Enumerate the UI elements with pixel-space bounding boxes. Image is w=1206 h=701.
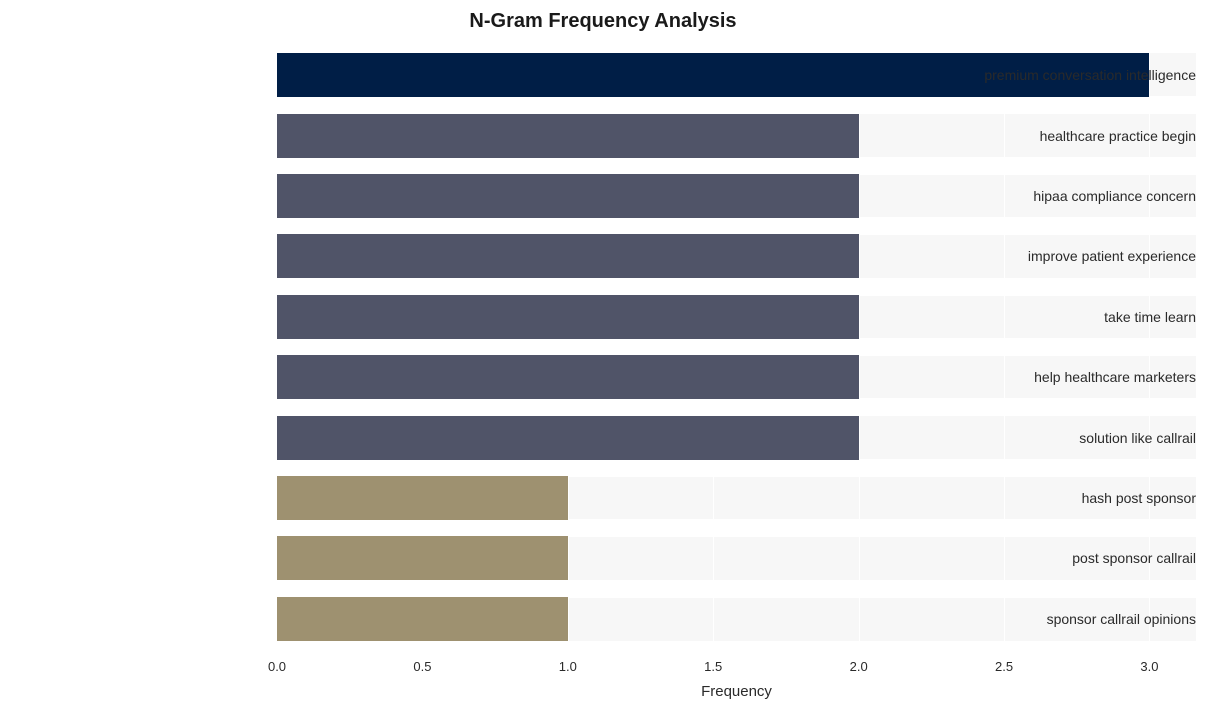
- chart-title: N-Gram Frequency Analysis: [10, 10, 1196, 33]
- x-axis-label: Frequency: [701, 683, 772, 700]
- x-tick-label: 0.0: [268, 659, 286, 674]
- bar: [277, 416, 859, 460]
- y-axis-label: healthcare practice begin: [941, 128, 1196, 144]
- bar: [277, 597, 568, 641]
- y-axis-label: hash post sponsor: [941, 490, 1196, 506]
- bar: [277, 114, 859, 158]
- band-gap: [277, 338, 1196, 356]
- y-axis-label: premium conversation intelligence: [941, 67, 1196, 83]
- y-axis-label: take time learn: [941, 309, 1196, 325]
- band-gap: [277, 519, 1196, 537]
- band-gap: [277, 459, 1196, 477]
- band-gap: [277, 641, 1196, 649]
- bar: [277, 476, 568, 520]
- ngram-frequency-chart: N-Gram Frequency Analysis premium conver…: [10, 10, 1196, 691]
- bar: [277, 355, 859, 399]
- band-gap: [277, 217, 1196, 235]
- bar: [277, 295, 859, 339]
- y-axis-label: post sponsor callrail: [941, 550, 1196, 566]
- band-gap: [277, 398, 1196, 416]
- y-axis-label: hipaa compliance concern: [941, 188, 1196, 204]
- band-gap: [277, 45, 1196, 53]
- band-gap: [277, 96, 1196, 114]
- band-gap: [277, 580, 1196, 598]
- y-axis-label: sponsor callrail opinions: [941, 611, 1196, 627]
- band-gap: [277, 278, 1196, 296]
- x-tick-label: 3.0: [1140, 659, 1158, 674]
- bar: [277, 174, 859, 218]
- bar: [277, 536, 568, 580]
- x-tick-label: 0.5: [413, 659, 431, 674]
- x-tick-label: 2.0: [850, 659, 868, 674]
- x-tick-label: 1.5: [704, 659, 722, 674]
- y-axis-label: help healthcare marketers: [941, 369, 1196, 385]
- x-tick-label: 1.0: [559, 659, 577, 674]
- y-axis-label: solution like callrail: [941, 430, 1196, 446]
- band-gap: [277, 157, 1196, 175]
- x-tick-label: 2.5: [995, 659, 1013, 674]
- y-axis-label: improve patient experience: [941, 248, 1196, 264]
- bar: [277, 234, 859, 278]
